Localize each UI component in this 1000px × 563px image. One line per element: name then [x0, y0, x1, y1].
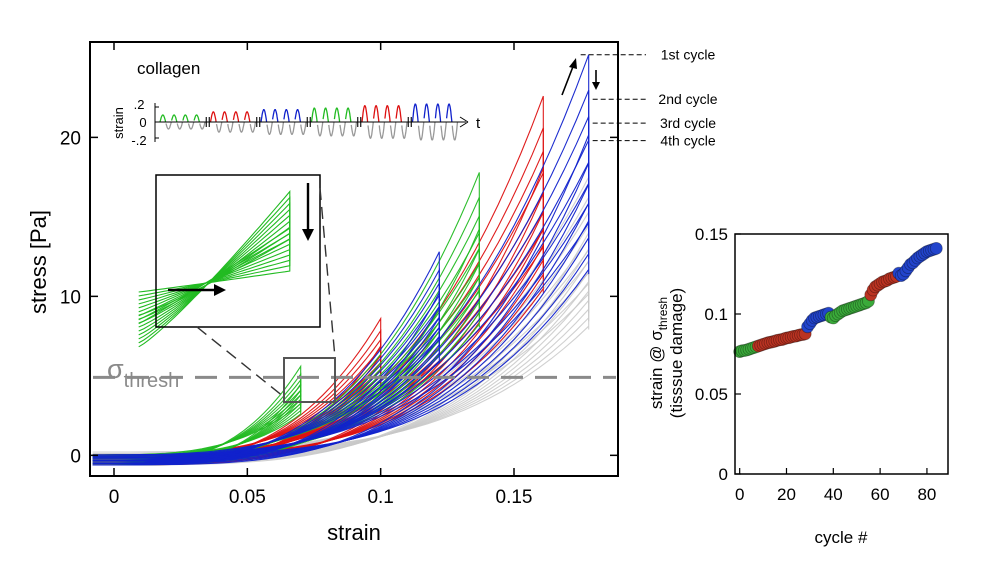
protocol-ytick-label: .2: [134, 97, 145, 112]
main-stress-strain-plot: σthresh 0 0.05 0.1 0.15 0 10 20 collagen strai…: [26, 41, 718, 545]
scatter-point-blue2: [929, 241, 943, 255]
zoom-hysteresis-loop: [138, 238, 291, 316]
protocol-negative-wave: [215, 121, 257, 133]
threshold-label: σthresh: [107, 354, 179, 392]
unloading-arrow-head: [592, 82, 600, 90]
zoom-connector-line: [196, 326, 285, 398]
main-ytick-label: 0: [70, 446, 81, 467]
zoom-curves: [138, 189, 291, 348]
protocol-negative-wave: [165, 121, 206, 130]
scatter-xlabel: cycle #: [815, 528, 868, 547]
protocol-negative-wave: [367, 121, 408, 139]
zoom-inset-frame: [155, 174, 321, 328]
protocol-negative-wave: [417, 121, 459, 141]
protocol-positive-wave: [209, 111, 251, 123]
scatter-ylabel: strain @ σthresh: [647, 297, 670, 409]
scatter-ytick-label: 0.15: [695, 225, 728, 244]
protocol-ytick-label: -.2: [131, 133, 146, 148]
scatter-xtick-label: 0: [735, 485, 744, 504]
protocol-xlabel: t: [476, 115, 481, 132]
main-xtick-label: 0.15: [496, 487, 533, 508]
scatter-xtick-label: 60: [871, 485, 890, 504]
scatter-ylabel-line2: (tisssue damage): [667, 288, 686, 418]
hysteresis-curves: [92, 54, 590, 466]
blue-hysteresis-loop: [92, 221, 590, 456]
zoom-loading-arrow-head: [214, 284, 226, 296]
main-ytick-label: 20: [60, 128, 81, 149]
protocol-axis-ticks: [155, 106, 412, 139]
zoom-source-box: [283, 357, 336, 403]
cycle-annotations: 1st cycle 2nd cycle 3rd cycle 4th cycle: [580, 47, 718, 149]
main-xtick-label: 0.1: [367, 487, 393, 508]
damage-scatter-plot: 0 20 40 60 80 0 0.05 0.1 0.15 cycle # strain @ σ…: [647, 225, 949, 547]
main-xtick-label: 0.05: [229, 487, 266, 508]
main-ytick-label: 10: [60, 287, 81, 308]
zoom-unloading-arrow-head: [302, 229, 314, 241]
main-ylabel: stress [Pa]: [26, 210, 51, 314]
protocol-waves: [159, 103, 459, 141]
protocol-positive-wave: [260, 109, 302, 123]
main-panel-label: collagen: [137, 59, 200, 78]
cycle-annotation-label: 4th cycle: [660, 133, 715, 149]
protocol-positive-wave: [411, 103, 453, 123]
zoom-inset: [138, 174, 321, 348]
main-plot-frame: [89, 41, 619, 477]
scatter-xtick-label: 80: [917, 485, 936, 504]
protocol-positive-wave: [361, 105, 403, 123]
protocol-inset: t strain .2 0 -.2: [111, 97, 481, 148]
scatter-xtick-label: 40: [824, 485, 843, 504]
scatter-ytick-label: 0: [719, 465, 728, 484]
scatter-plot-frame: [734, 233, 949, 475]
loading-arrow: [561, 63, 575, 96]
zoom-connector-line: [319, 187, 336, 359]
cycle-annotation-label: 1st cycle: [661, 47, 716, 63]
scatter-axis-ticks: 0 20 40 60 80 0 0.05 0.1 0.15: [695, 225, 936, 504]
protocol-negative-wave: [316, 121, 358, 137]
main-xtick-label: 0: [109, 487, 120, 508]
protocol-ytick-label: 0: [139, 115, 146, 130]
protocol-positive-wave: [159, 114, 201, 123]
protocol-positive-wave: [310, 107, 352, 123]
scatter-points: [733, 241, 943, 359]
main-xlabel: strain: [327, 520, 381, 545]
scatter-xtick-label: 20: [777, 485, 796, 504]
protocol-ylabel: strain: [111, 107, 126, 139]
cycle-annotation-label: 2nd cycle: [658, 91, 717, 107]
protocol-xaxis-arrowhead: [459, 116, 469, 128]
cycle-annotation-label: 3rd cycle: [660, 115, 716, 131]
main-axis-ticks: 0 0.05 0.1 0.15 0 10 20: [60, 42, 618, 508]
protocol-negative-wave: [266, 121, 307, 135]
scatter-ytick-label: 0.1: [704, 305, 728, 324]
scatter-ytick-label: 0.05: [695, 385, 728, 404]
loading-arrow-head: [569, 58, 577, 69]
